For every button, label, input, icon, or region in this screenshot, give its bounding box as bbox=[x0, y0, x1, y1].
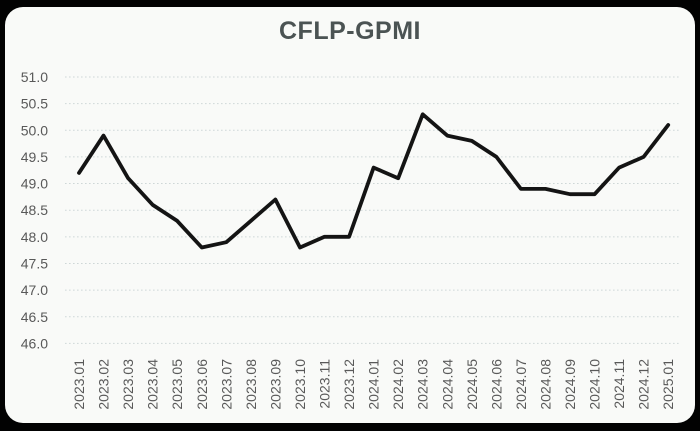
y-tick-label: 46.0 bbox=[21, 335, 48, 351]
chart-panel bbox=[5, 7, 695, 423]
x-tick-label: 2024.02 bbox=[390, 359, 406, 410]
x-tick-label: 2024.03 bbox=[415, 359, 431, 410]
x-tick-label: 2024.07 bbox=[513, 359, 529, 410]
pmi-series-line bbox=[77, 112, 671, 250]
x-tick-label: 2023.08 bbox=[243, 359, 259, 410]
y-tick-label: 48.0 bbox=[21, 229, 48, 245]
y-tick-label: 50.5 bbox=[21, 96, 48, 112]
x-tick-label: 2023.09 bbox=[267, 359, 283, 410]
x-tick-label: 2024.04 bbox=[439, 359, 455, 410]
x-tick-label: 2023.11 bbox=[317, 359, 333, 409]
x-tick-label: 2024.08 bbox=[537, 359, 553, 410]
x-tick-label: 2023.04 bbox=[145, 359, 161, 410]
x-tick-label: 2023.01 bbox=[71, 359, 87, 410]
y-tick-label: 46.5 bbox=[21, 309, 48, 325]
x-tick-label: 2023.10 bbox=[292, 359, 308, 410]
x-tick-label: 2023.12 bbox=[341, 359, 357, 410]
x-tick-label: 2024.01 bbox=[366, 359, 382, 410]
x-tick-label: 2024.12 bbox=[636, 359, 652, 410]
x-tick-label: 2024.05 bbox=[464, 359, 480, 410]
x-tick-label: 2024.11 bbox=[611, 359, 627, 409]
chart-title: CFLP-GPMI bbox=[279, 17, 421, 45]
x-tick-label: 2023.05 bbox=[169, 359, 185, 410]
x-tick-label: 2023.03 bbox=[120, 359, 136, 410]
x-tick-label: 2024.06 bbox=[488, 359, 504, 410]
y-tick-label: 50.0 bbox=[21, 122, 48, 138]
y-tick-label: 49.5 bbox=[21, 149, 48, 165]
y-tick-label: 48.5 bbox=[21, 202, 48, 218]
y-tick-label: 47.5 bbox=[21, 255, 48, 271]
y-tick-label: 47.0 bbox=[21, 282, 48, 298]
x-tick-label: 2023.06 bbox=[194, 359, 210, 410]
y-tick-label: 49.0 bbox=[21, 176, 48, 192]
x-tick-label: 2024.09 bbox=[562, 359, 578, 410]
x-tick-label: 2025.01 bbox=[660, 359, 676, 410]
x-tick-label: 2023.02 bbox=[96, 359, 112, 410]
y-tick-label: 51.0 bbox=[21, 69, 48, 85]
x-tick-label: 2024.10 bbox=[587, 359, 603, 410]
x-tick-label: 2023.07 bbox=[218, 359, 234, 410]
